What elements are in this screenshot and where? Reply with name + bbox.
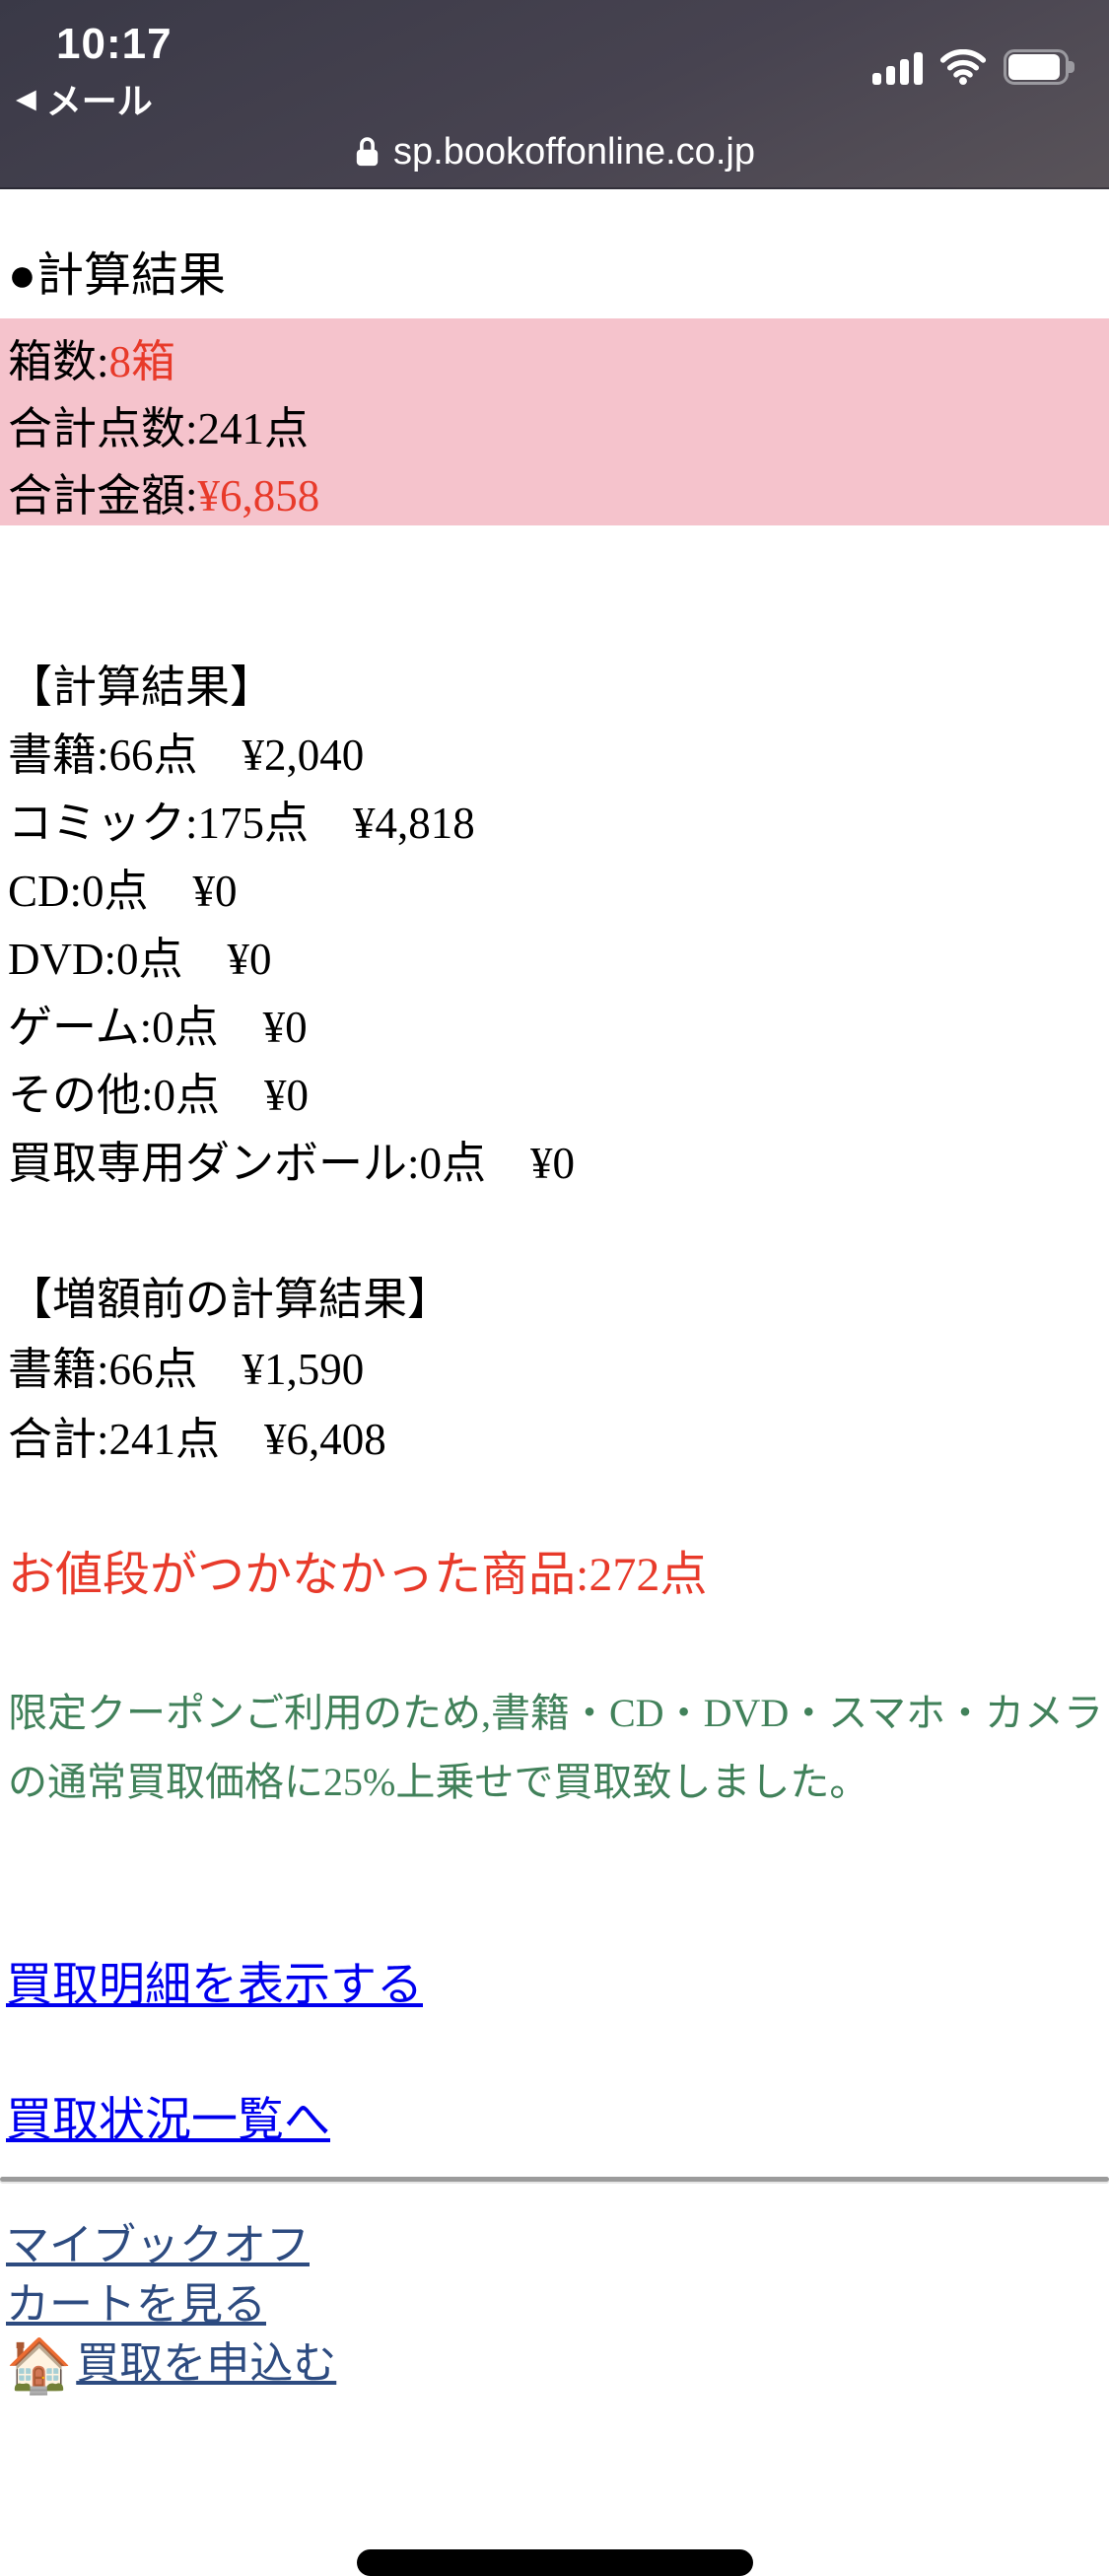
- pre-increase-section: 【増額前の計算結果】 書籍:66点 ¥1,590 合計:241点 ¥6,408: [8, 1265, 451, 1475]
- total-amount-label: 合計金額:: [8, 471, 198, 521]
- result-row-other: その他:0点 ¥0: [8, 1071, 310, 1120]
- wifi-icon: [939, 49, 987, 85]
- total-items-line: 合計点数:241点: [8, 404, 310, 453]
- house-icon: 🏠: [6, 2336, 73, 2396]
- my-bookoff-link[interactable]: マイブックオフ: [6, 2221, 310, 2269]
- view-cart-link[interactable]: カートを見る: [6, 2280, 266, 2329]
- result-row-cardboard: 買取専用ダンボール:0点 ¥0: [8, 1139, 576, 1188]
- section-title: 【計算結果】: [8, 662, 275, 712]
- divider: [0, 2177, 1109, 2182]
- apply-buyback-label: 買取を申込む: [76, 2339, 337, 2388]
- back-app-label: メール: [45, 81, 153, 121]
- pre-increase-row-total: 合計:241点 ¥6,408: [8, 1415, 386, 1464]
- address-bar[interactable]: sp.bookoffonline.co.jp: [0, 126, 1109, 177]
- box-count-label: 箱数:: [8, 337, 109, 386]
- home-indicator[interactable]: [357, 2549, 753, 2576]
- calculation-result-section: 【計算結果】 書籍:66点 ¥2,040 コミック:175点 ¥4,818 CD…: [8, 654, 575, 1198]
- address-bar-url: sp.bookoffonline.co.jp: [393, 130, 755, 173]
- box-count-value: 8箱: [108, 337, 176, 386]
- total-amount-line: 合計金額:¥6,858: [8, 462, 1109, 529]
- back-arrow-icon: ◀: [16, 84, 36, 113]
- result-row-cd: CD:0点 ¥0: [8, 867, 238, 916]
- result-row-comics: コミック:175点 ¥4,818: [8, 799, 475, 848]
- show-buyback-details-link[interactable]: 買取明細を表示する: [6, 1960, 423, 2011]
- coupon-note: 限定クーポンご利用のため,書籍・CD・DVD・スマホ・カメラの通常買取価格に25…: [8, 1691, 1104, 1804]
- back-to-app-button[interactable]: ◀ メール: [16, 73, 153, 124]
- result-row-dvd: DVD:0点 ¥0: [8, 935, 272, 984]
- result-row-books: 書籍:66点 ¥2,040: [8, 731, 365, 780]
- section-title: 【増額前の計算結果】: [8, 1275, 452, 1324]
- apply-buyback-link[interactable]: 🏠買取を申込む: [6, 2334, 336, 2396]
- pre-increase-row-books: 書籍:66点 ¥1,590: [8, 1345, 365, 1394]
- battery-icon: [1004, 49, 1074, 85]
- no-value-items-line: お値段がつかなかった商品:272点: [8, 1549, 708, 1601]
- cellular-signal-icon: [872, 51, 923, 85]
- status-icons: [872, 47, 1074, 85]
- total-amount-value: ¥6,858: [197, 471, 320, 521]
- summary-highlight-box: 箱数:8箱 合計点数:241点 合計金額:¥6,858: [0, 318, 1109, 525]
- lock-icon: [356, 137, 379, 167]
- footer-navigation: マイブックオフ カートを見る 🏠買取を申込む: [6, 2216, 336, 2396]
- box-count-line: 箱数:8箱: [8, 328, 1109, 395]
- page-title: ●計算結果: [8, 249, 226, 302]
- buyback-status-list-link[interactable]: 買取状況一覧へ: [6, 2095, 330, 2146]
- result-row-games: ゲーム:0点 ¥0: [8, 1003, 308, 1052]
- safari-header: 10:17 ◀ メール sp.bookoffonline.co.jp: [0, 0, 1109, 189]
- status-time: 10:17: [56, 20, 173, 68]
